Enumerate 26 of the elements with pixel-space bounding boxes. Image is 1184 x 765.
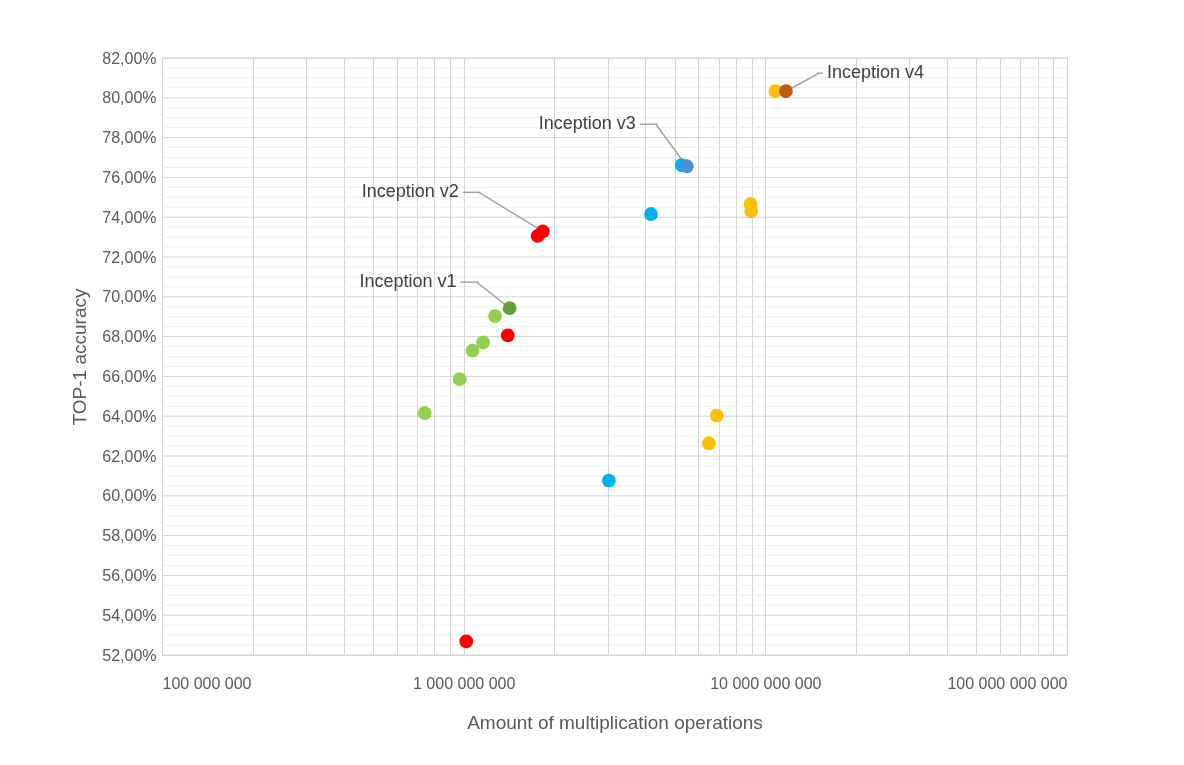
x-tick-label: 10 000 000 000 [710,674,822,692]
y-tick-label: 82,00% [102,49,157,67]
y-tick-label: 80,00% [102,89,157,107]
y-tick-label: 60,00% [102,487,157,505]
x-axis-title: Amount of multiplication operations [467,711,763,733]
y-tick-label: 52,00% [102,646,157,664]
y-tick-label: 70,00% [102,288,157,306]
x-tick-label: 100 000 000 000 [947,674,1068,692]
annotation: Inception v2 [361,181,459,202]
y-tick-label: 78,00% [102,129,157,147]
annotation: Inception v3 [538,113,636,134]
annotation: Inception v4 [826,62,924,83]
y-tick-label: 56,00% [102,566,157,584]
x-tick-label: 100 000 000 [162,674,252,692]
y-tick-label: 54,00% [102,606,157,624]
y-tick-label: 72,00% [102,248,157,266]
annotation: Inception v1 [359,271,457,292]
y-tick-label: 62,00% [102,447,157,465]
y-tick-label: 58,00% [102,527,157,545]
y-tick-label: 68,00% [102,328,157,346]
y-axis-title: TOP-1 accuracy [69,288,91,426]
y-tick-label: 66,00% [102,367,157,385]
x-tick-label: 1 000 000 000 [413,674,516,692]
y-tick-label: 76,00% [102,168,157,186]
y-tick-label: 64,00% [102,407,157,425]
y-tick-label: 74,00% [102,208,157,226]
